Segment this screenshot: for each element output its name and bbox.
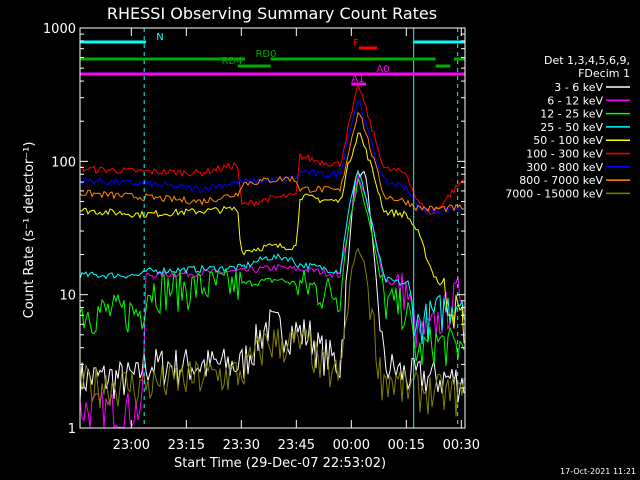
legend-label-9: 7000 - 15000 keV	[505, 187, 603, 200]
footer-timestamp: 17-Oct-2021 11:21	[560, 467, 636, 476]
ticks-layer: 23:00 23:15 23:30 23:45 00:00 00:15 00:30 1 10 10…	[43, 22, 480, 453]
x-tick-label-5: 00:00	[333, 438, 370, 453]
chart-title: RHESSI Observing Summary Count Rates	[107, 4, 437, 23]
axes	[79, 27, 466, 429]
legend-label-3: 12 - 25 keV	[540, 108, 603, 121]
flag-label-n: N	[156, 32, 163, 43]
flag-bars-layer: N RD0 RD4 F A0 A1	[80, 32, 465, 86]
x-tick-label-1: 23:00	[113, 438, 150, 453]
y-tick-label-3: 100	[51, 155, 76, 170]
series-line-6	[79, 82, 465, 215]
x-tick-label-4: 23:45	[278, 438, 315, 453]
series-layer	[79, 28, 465, 429]
legend-header-line-1: Det 1,3,4,5,6,9,	[544, 54, 630, 67]
flag-label-rd0: RD0	[255, 49, 276, 60]
series-line-7	[79, 99, 465, 215]
y-axis-label: Count Rate (s⁻¹ detector⁻¹)	[22, 142, 37, 319]
x-tick-label-6: 00:15	[388, 438, 425, 453]
series-line-3	[79, 178, 465, 367]
x-tick-label-7: 00:30	[443, 438, 480, 453]
y-tick-label-2: 10	[59, 289, 76, 304]
flag-label-a0: A0	[376, 64, 389, 75]
legend-label-7: 300 - 800 keV	[526, 161, 603, 174]
plot-frame	[79, 27, 466, 429]
legend-label-5: 50 - 100 keV	[533, 134, 603, 147]
series-line-5	[80, 132, 465, 344]
legend-label-1: 3 - 6 keV	[554, 81, 603, 94]
y-tick-label-4: 1000	[43, 22, 76, 37]
flag-label-a1: A1	[351, 74, 364, 85]
x-tick-label-2: 23:15	[168, 438, 205, 453]
legend-label-8: 800 - 7000 keV	[519, 174, 603, 187]
series-line-8	[79, 111, 465, 213]
y-tick-label-1: 1	[68, 422, 76, 437]
legend-label-2: 6 - 12 keV	[547, 94, 603, 107]
x-tick-label-3: 23:30	[223, 438, 260, 453]
legend-label-6: 100 - 300 keV	[526, 148, 603, 161]
flag-label-f: F	[353, 38, 359, 49]
flag-label-rd4: RD4	[221, 56, 242, 67]
x-axis-label: Start Time (29-Dec-07 22:53:02)	[174, 456, 386, 471]
legend-label-4: 25 - 50 keV	[540, 121, 603, 134]
legend-header-line-2: FDecim 1	[578, 67, 630, 80]
